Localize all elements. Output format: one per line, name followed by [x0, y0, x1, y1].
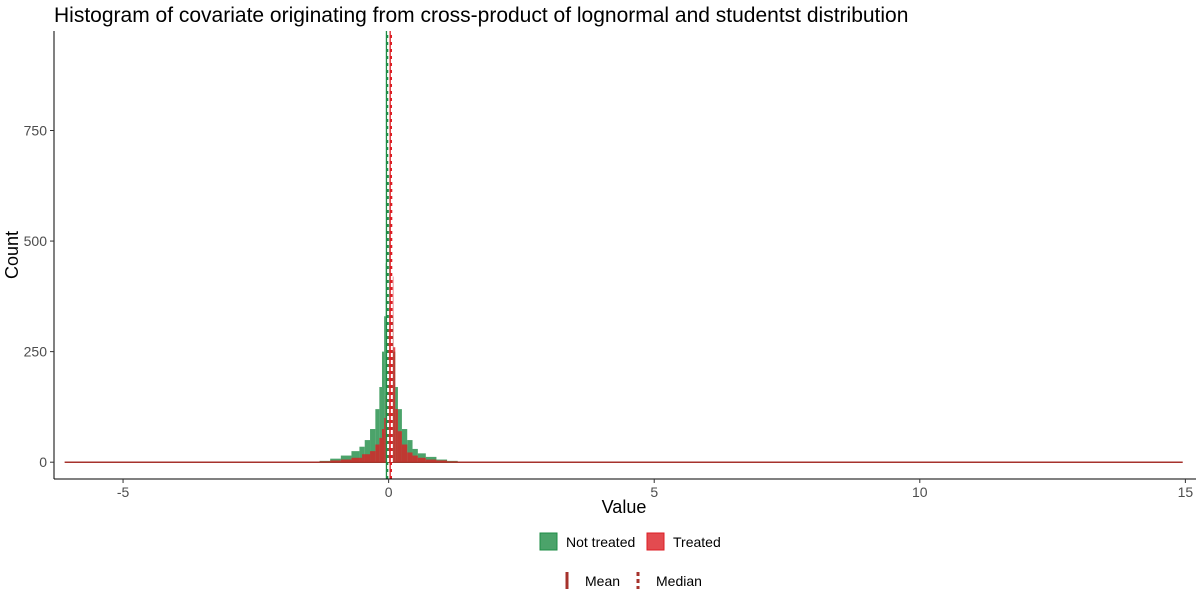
histogram-bar: [447, 461, 458, 463]
histogram-bar: [425, 459, 437, 463]
x-tick-label: 5: [650, 484, 658, 500]
histogram-bar: [395, 409, 398, 463]
histogram-bar: [393, 347, 396, 463]
y-tick-label: 500: [24, 233, 48, 249]
histogram-bar: [397, 431, 402, 463]
x-tick-label: -5: [117, 484, 130, 500]
chart-title: Histogram of covariate originating from …: [54, 4, 908, 27]
y-tick-label: 0: [39, 454, 47, 470]
legend-label-treated: Treated: [673, 534, 721, 550]
legend-key-treated: [646, 532, 665, 551]
histogram-bar: [370, 451, 376, 463]
histogram-bar: [359, 446, 365, 463]
x-axis-label: Value: [602, 497, 647, 517]
linetype-legend: Mean Median: [565, 572, 702, 589]
histogram-bar: [381, 351, 385, 463]
y-tick-label: 750: [24, 123, 48, 139]
histogram-bar: [417, 457, 426, 463]
histogram-bar: [319, 461, 331, 463]
histogram-bar: [362, 454, 371, 463]
histogram-bar: [392, 276, 394, 463]
legend-label-median: Median: [656, 573, 702, 589]
axis-ticks: -5 0 5 10 15 0 250 500 750: [24, 123, 1194, 500]
histogram-bar: [330, 460, 341, 463]
histogram-bar: [375, 409, 380, 463]
histogram-bar: [384, 417, 386, 463]
y-axis-label: Count: [2, 231, 22, 279]
histogram-bar: [340, 455, 352, 463]
histogram-bar: [364, 440, 371, 463]
histogram-bar: [412, 455, 418, 463]
histogram-bar: [351, 451, 360, 463]
histogram-bar: [379, 437, 382, 463]
histogram-bar: [407, 440, 413, 463]
legend-label-mean: Mean: [585, 573, 620, 589]
histogram-bar: [401, 444, 408, 463]
histogram-bar: [375, 444, 380, 463]
plot-area: [64, 31, 1183, 479]
histogram-bar: [381, 429, 385, 463]
histogram-bar: [351, 457, 363, 463]
histogram-bar: [407, 452, 413, 463]
x-tick-label: 15: [1178, 484, 1194, 500]
histogram-bar: [379, 387, 382, 463]
x-tick-label: 10: [912, 484, 928, 500]
legend-key-not-treated: [539, 532, 558, 551]
histogram-bar: [384, 316, 386, 463]
fill-legend: Not treated Treated: [539, 532, 721, 551]
histogram-bar: [370, 429, 376, 463]
histogram-bar: [340, 459, 352, 463]
histogram-bar: [436, 460, 448, 463]
y-tick-label: 250: [24, 344, 48, 360]
legend-label-not-treated: Not treated: [566, 534, 635, 550]
x-tick-label: 0: [385, 484, 393, 500]
